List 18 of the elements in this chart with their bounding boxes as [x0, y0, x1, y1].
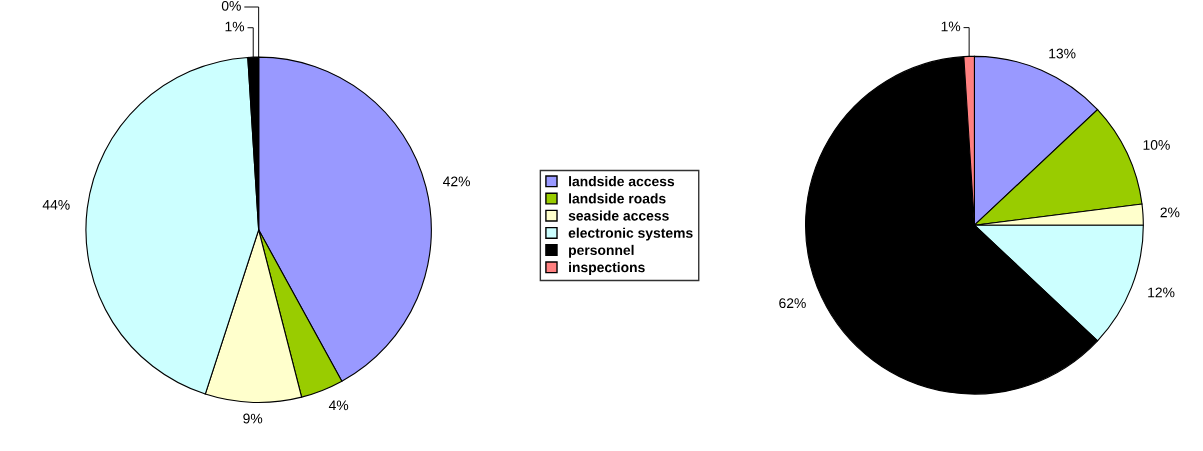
data-label: 42% [442, 176, 470, 187]
legend-label: landside roads [569, 193, 666, 204]
data-label: 2% [1160, 207, 1180, 218]
data-label: 1% [941, 21, 961, 32]
data-label: 10% [1143, 140, 1170, 150]
data-label: 13% [1049, 48, 1076, 59]
data-label: 44% [42, 199, 70, 210]
text: 0% [221, 0, 241, 11]
data-label: 62% [779, 298, 806, 309]
data-label: 12% [1148, 287, 1175, 298]
legend-label: personnel [569, 244, 634, 258]
legend-label: inspections [569, 262, 645, 275]
legend-label: seaside access [568, 210, 669, 221]
data-label: 1% [225, 21, 245, 32]
data-label: 4% [328, 400, 349, 411]
legend-label: electronic systems [568, 227, 693, 241]
data-label: 9% [243, 413, 263, 424]
legend-label: landside access [569, 176, 675, 187]
